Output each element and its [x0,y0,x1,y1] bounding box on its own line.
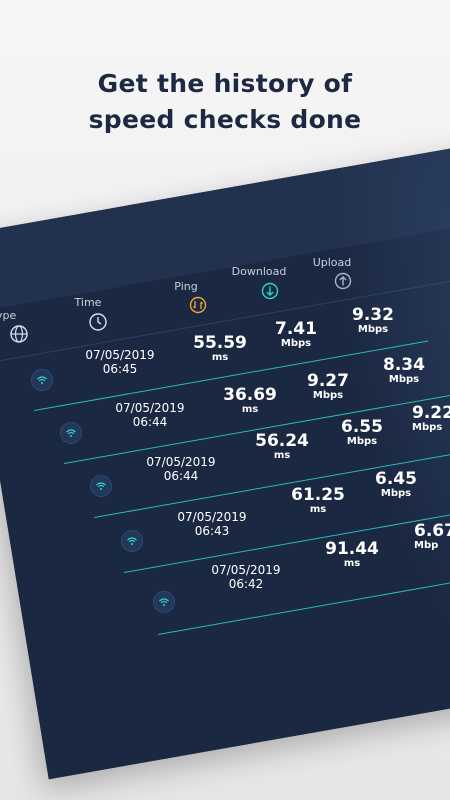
ping-value: 55.59 [193,333,247,353]
wifi-icon [153,591,175,613]
wifi-icon [60,422,82,444]
header-download: Download [231,265,287,278]
download-value: 6.55 [341,417,383,437]
headline: Get the history of speed checks done [0,66,450,138]
headline-line-2: speed checks done [88,105,362,134]
row-time: 06:45 [102,362,138,376]
download-value: 6.67 [414,521,450,541]
ping-value: 36.69 [223,385,277,405]
table-row-4-download: 6.45 Mbps [368,470,424,500]
table-row-3-datetime: 07/05/2019 06:44 [141,455,221,483]
row-date: 07/05/2019 [211,563,281,577]
row-time: 06:44 [132,415,168,429]
upload-unit: Mbps [388,374,420,385]
ping-unit: ms [241,404,259,415]
row-time: 06:44 [163,469,199,483]
table-row-5-datetime: 07/05/2019 06:42 [206,563,286,591]
table-row-2-download: 9.27 Mbps [300,372,356,402]
table-row-3-download: 6.55 Mbps [334,418,390,448]
table-row-1-datetime: 07/05/2019 06:45 [80,348,160,376]
row-date: 07/05/2019 [115,401,185,415]
table-row-1-download: 7.41 Mbps [268,320,324,350]
wifi-icon [31,369,53,391]
ping-unit: ms [309,504,327,515]
download-icon [261,282,279,300]
download-unit: Mbps [346,436,378,447]
table-row-5-ping: 91.44 ms [322,540,382,570]
clock-icon [88,312,108,332]
row-time: 06:43 [194,524,230,538]
download-unit: Mbp [414,540,439,551]
table-row-1-upload: 9.32 Mbps [345,306,401,336]
download-value: 6.45 [375,469,417,489]
header-ping: Ping [174,280,198,293]
ping-icon [189,296,207,314]
download-unit: Mbps [312,390,344,401]
table-row-3-upload: 9.22 Mbps [412,404,450,434]
upload-icon [334,272,352,290]
download-value: 9.27 [307,371,349,391]
header-type: ype [0,309,17,322]
header-time: Time [74,296,102,309]
ping-value: 91.44 [325,539,379,559]
table-row-2-datetime: 07/05/2019 06:44 [110,401,190,429]
download-value: 7.41 [275,319,317,339]
ping-value: 56.24 [255,431,309,451]
ping-unit: ms [273,450,291,461]
upload-unit: Mbps [412,422,443,433]
ping-unit: ms [211,352,229,363]
wifi-icon [121,530,143,552]
ping-value: 61.25 [291,485,345,505]
table-row-2-ping: 36.69 ms [220,386,280,416]
upload-unit: Mbps [357,324,389,335]
download-unit: Mbps [280,338,312,349]
table-row-2-upload: 8.34 Mbps [376,356,432,386]
upload-value: 9.22 [412,403,450,423]
wifi-icon [90,475,112,497]
ping-unit: ms [343,558,361,569]
header-upload: Upload [312,256,352,269]
download-unit: Mbps [380,488,412,499]
table-row-3-ping: 56.24 ms [252,432,312,462]
table-row-1-ping: 55.59 ms [190,334,250,364]
row-date: 07/05/2019 [177,510,247,524]
table-row-4-datetime: 07/05/2019 06:43 [172,510,252,538]
table-row-4-ping: 61.25 ms [288,486,348,516]
row-time: 06:42 [228,577,264,591]
headline-line-1: Get the history of [97,69,353,98]
globe-icon [9,324,29,344]
table-row-5-download: 6.67 Mbp [414,522,450,552]
upload-value: 8.34 [383,355,425,375]
row-date: 07/05/2019 [146,455,216,469]
upload-value: 9.32 [352,305,394,325]
row-date: 07/05/2019 [85,348,155,362]
